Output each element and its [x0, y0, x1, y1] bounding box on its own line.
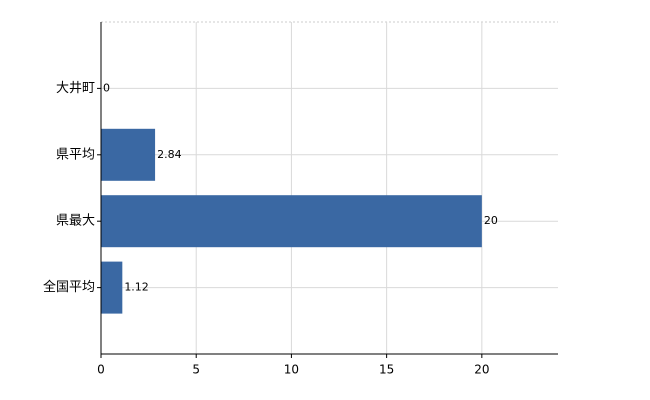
- value-label: 1.12: [124, 281, 148, 294]
- x-tick-label: 10: [284, 363, 299, 377]
- value-label: 0: [103, 81, 110, 94]
- value-label: 20: [484, 214, 498, 227]
- x-tick-label: 15: [379, 363, 394, 377]
- x-tick-label: 20: [474, 363, 489, 377]
- x-tick-label: 0: [97, 363, 105, 377]
- bar: [101, 128, 156, 181]
- y-tick-label: 全国平均: [43, 279, 95, 295]
- x-tick-label: 5: [192, 363, 200, 377]
- y-tick-label: 大井町: [56, 81, 95, 96]
- bar: [101, 195, 482, 248]
- y-tick-label: 県平均: [56, 147, 95, 162]
- y-tick-label: 県最大: [56, 214, 95, 229]
- bar: [101, 261, 123, 314]
- value-label: 2.84: [157, 148, 182, 161]
